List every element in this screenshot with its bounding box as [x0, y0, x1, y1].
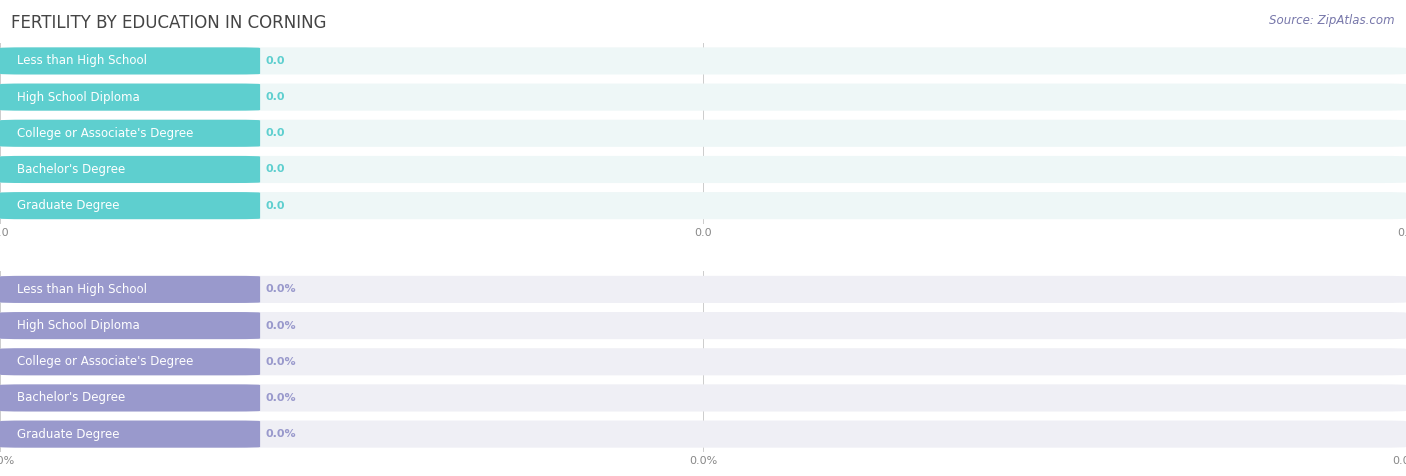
- Text: 0.0%: 0.0%: [266, 393, 297, 403]
- FancyBboxPatch shape: [0, 156, 1406, 183]
- FancyBboxPatch shape: [0, 192, 260, 219]
- FancyBboxPatch shape: [0, 47, 260, 74]
- Text: 0.0%: 0.0%: [266, 357, 297, 367]
- FancyBboxPatch shape: [0, 312, 1406, 339]
- Text: 0.0: 0.0: [266, 56, 285, 66]
- Text: 0.0%: 0.0%: [266, 320, 297, 331]
- FancyBboxPatch shape: [0, 276, 260, 303]
- Text: 0.0: 0.0: [266, 92, 285, 102]
- Text: 0.0: 0.0: [266, 128, 285, 139]
- Text: Graduate Degree: Graduate Degree: [17, 427, 120, 441]
- Text: Less than High School: Less than High School: [17, 283, 146, 296]
- FancyBboxPatch shape: [0, 276, 1406, 303]
- Text: High School Diploma: High School Diploma: [17, 90, 139, 104]
- FancyBboxPatch shape: [0, 421, 1406, 447]
- FancyBboxPatch shape: [0, 120, 1406, 147]
- FancyBboxPatch shape: [0, 348, 1406, 375]
- Text: High School Diploma: High School Diploma: [17, 319, 139, 332]
- FancyBboxPatch shape: [0, 385, 260, 411]
- FancyBboxPatch shape: [0, 385, 1406, 411]
- FancyBboxPatch shape: [0, 120, 260, 147]
- Text: College or Associate's Degree: College or Associate's Degree: [17, 127, 193, 140]
- Text: 0.0: 0.0: [266, 200, 285, 211]
- Text: 0.0%: 0.0%: [266, 429, 297, 439]
- FancyBboxPatch shape: [0, 312, 260, 339]
- Text: Bachelor's Degree: Bachelor's Degree: [17, 391, 125, 405]
- FancyBboxPatch shape: [0, 84, 260, 110]
- Text: 0.0: 0.0: [266, 164, 285, 175]
- FancyBboxPatch shape: [0, 192, 1406, 219]
- Text: Less than High School: Less than High School: [17, 54, 146, 68]
- Text: Bachelor's Degree: Bachelor's Degree: [17, 163, 125, 176]
- FancyBboxPatch shape: [0, 84, 1406, 110]
- FancyBboxPatch shape: [0, 156, 260, 183]
- Text: Graduate Degree: Graduate Degree: [17, 199, 120, 212]
- FancyBboxPatch shape: [0, 47, 1406, 74]
- Text: Source: ZipAtlas.com: Source: ZipAtlas.com: [1270, 14, 1395, 27]
- Text: 0.0%: 0.0%: [266, 284, 297, 295]
- FancyBboxPatch shape: [0, 348, 260, 375]
- FancyBboxPatch shape: [0, 421, 260, 447]
- Text: FERTILITY BY EDUCATION IN CORNING: FERTILITY BY EDUCATION IN CORNING: [11, 14, 326, 32]
- Text: College or Associate's Degree: College or Associate's Degree: [17, 355, 193, 368]
